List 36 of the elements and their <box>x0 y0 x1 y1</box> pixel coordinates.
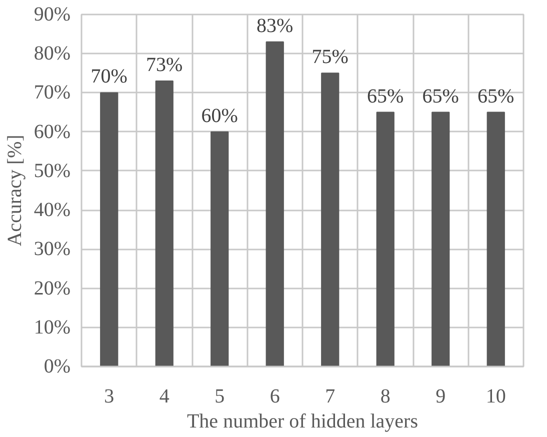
y-tick-label: 50% <box>34 160 71 182</box>
data-label: 75% <box>312 46 348 68</box>
x-tick-label: 7 <box>325 386 336 408</box>
data-label: 65% <box>422 85 459 108</box>
y-tick-label: 80% <box>34 42 71 65</box>
x-tick-label: 4 <box>159 386 170 408</box>
x-tick-label: 8 <box>380 386 390 408</box>
bar <box>155 80 174 366</box>
bar <box>100 92 118 366</box>
x-tick-label: 9 <box>436 386 446 408</box>
x-tick-label: 3 <box>104 386 114 408</box>
x-tick-label: 10 <box>486 386 506 408</box>
y-tick-label: 70% <box>34 82 71 104</box>
y-tick-label: 0% <box>44 356 71 378</box>
x-tick-label: 6 <box>270 386 280 408</box>
data-label: 65% <box>478 85 514 108</box>
y-tick-label: 90% <box>34 4 71 26</box>
y-tick-label: 30% <box>34 238 71 260</box>
data-label: 73% <box>146 54 183 76</box>
bar <box>376 112 394 366</box>
x-tick-label: 5 <box>214 386 225 408</box>
y-tick-label: 40% <box>34 199 71 222</box>
data-label: 83% <box>256 14 294 37</box>
y-tick-label: 20% <box>34 277 71 300</box>
bar <box>432 112 450 366</box>
data-label: 65% <box>367 85 404 108</box>
bar <box>266 41 284 366</box>
bar <box>210 131 229 366</box>
y-tick-label: 10% <box>34 316 71 338</box>
y-axis-title: Accuracy [%] <box>4 134 26 246</box>
x-axis-title: The number of hidden layers <box>186 410 418 432</box>
y-tick-label: 60% <box>34 120 71 143</box>
bar <box>486 112 505 366</box>
data-label: 70% <box>90 66 128 88</box>
data-label: 60% <box>201 104 238 127</box>
bar <box>321 72 340 366</box>
